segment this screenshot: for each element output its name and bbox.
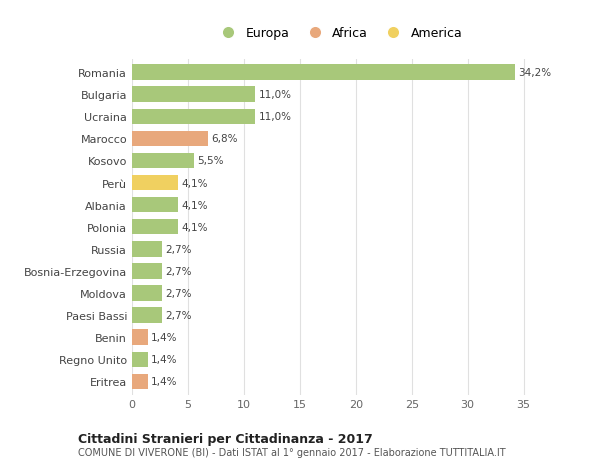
Legend: Europa, Africa, America: Europa, Africa, America [211, 22, 467, 45]
Bar [132, 352, 148, 367]
Bar [132, 197, 178, 213]
Bar [132, 65, 515, 81]
Bar [132, 263, 162, 279]
Bar [132, 87, 255, 103]
Text: 2,7%: 2,7% [166, 244, 192, 254]
Text: Cittadini Stranieri per Cittadinanza - 2017: Cittadini Stranieri per Cittadinanza - 2… [78, 432, 373, 445]
Text: 11,0%: 11,0% [259, 112, 292, 122]
Bar [132, 175, 178, 191]
Bar [132, 219, 178, 235]
Text: 1,4%: 1,4% [151, 354, 178, 364]
Text: 4,1%: 4,1% [181, 178, 208, 188]
Text: 11,0%: 11,0% [259, 90, 292, 100]
Bar [132, 308, 162, 323]
Bar [132, 153, 194, 169]
Bar [132, 374, 148, 389]
Bar [132, 109, 255, 125]
Text: 4,1%: 4,1% [181, 200, 208, 210]
Text: COMUNE DI VIVERONE (BI) - Dati ISTAT al 1° gennaio 2017 - Elaborazione TUTTITALI: COMUNE DI VIVERONE (BI) - Dati ISTAT al … [78, 447, 506, 457]
Text: 5,5%: 5,5% [197, 156, 223, 166]
Text: 2,7%: 2,7% [166, 266, 192, 276]
Text: 34,2%: 34,2% [518, 68, 551, 78]
Text: 4,1%: 4,1% [181, 222, 208, 232]
Text: 1,4%: 1,4% [151, 376, 178, 386]
Text: 6,8%: 6,8% [211, 134, 238, 144]
Bar [132, 241, 162, 257]
Bar [132, 131, 208, 147]
Text: 1,4%: 1,4% [151, 332, 178, 342]
Text: 2,7%: 2,7% [166, 310, 192, 320]
Bar [132, 330, 148, 345]
Text: 2,7%: 2,7% [166, 288, 192, 298]
Bar [132, 285, 162, 301]
